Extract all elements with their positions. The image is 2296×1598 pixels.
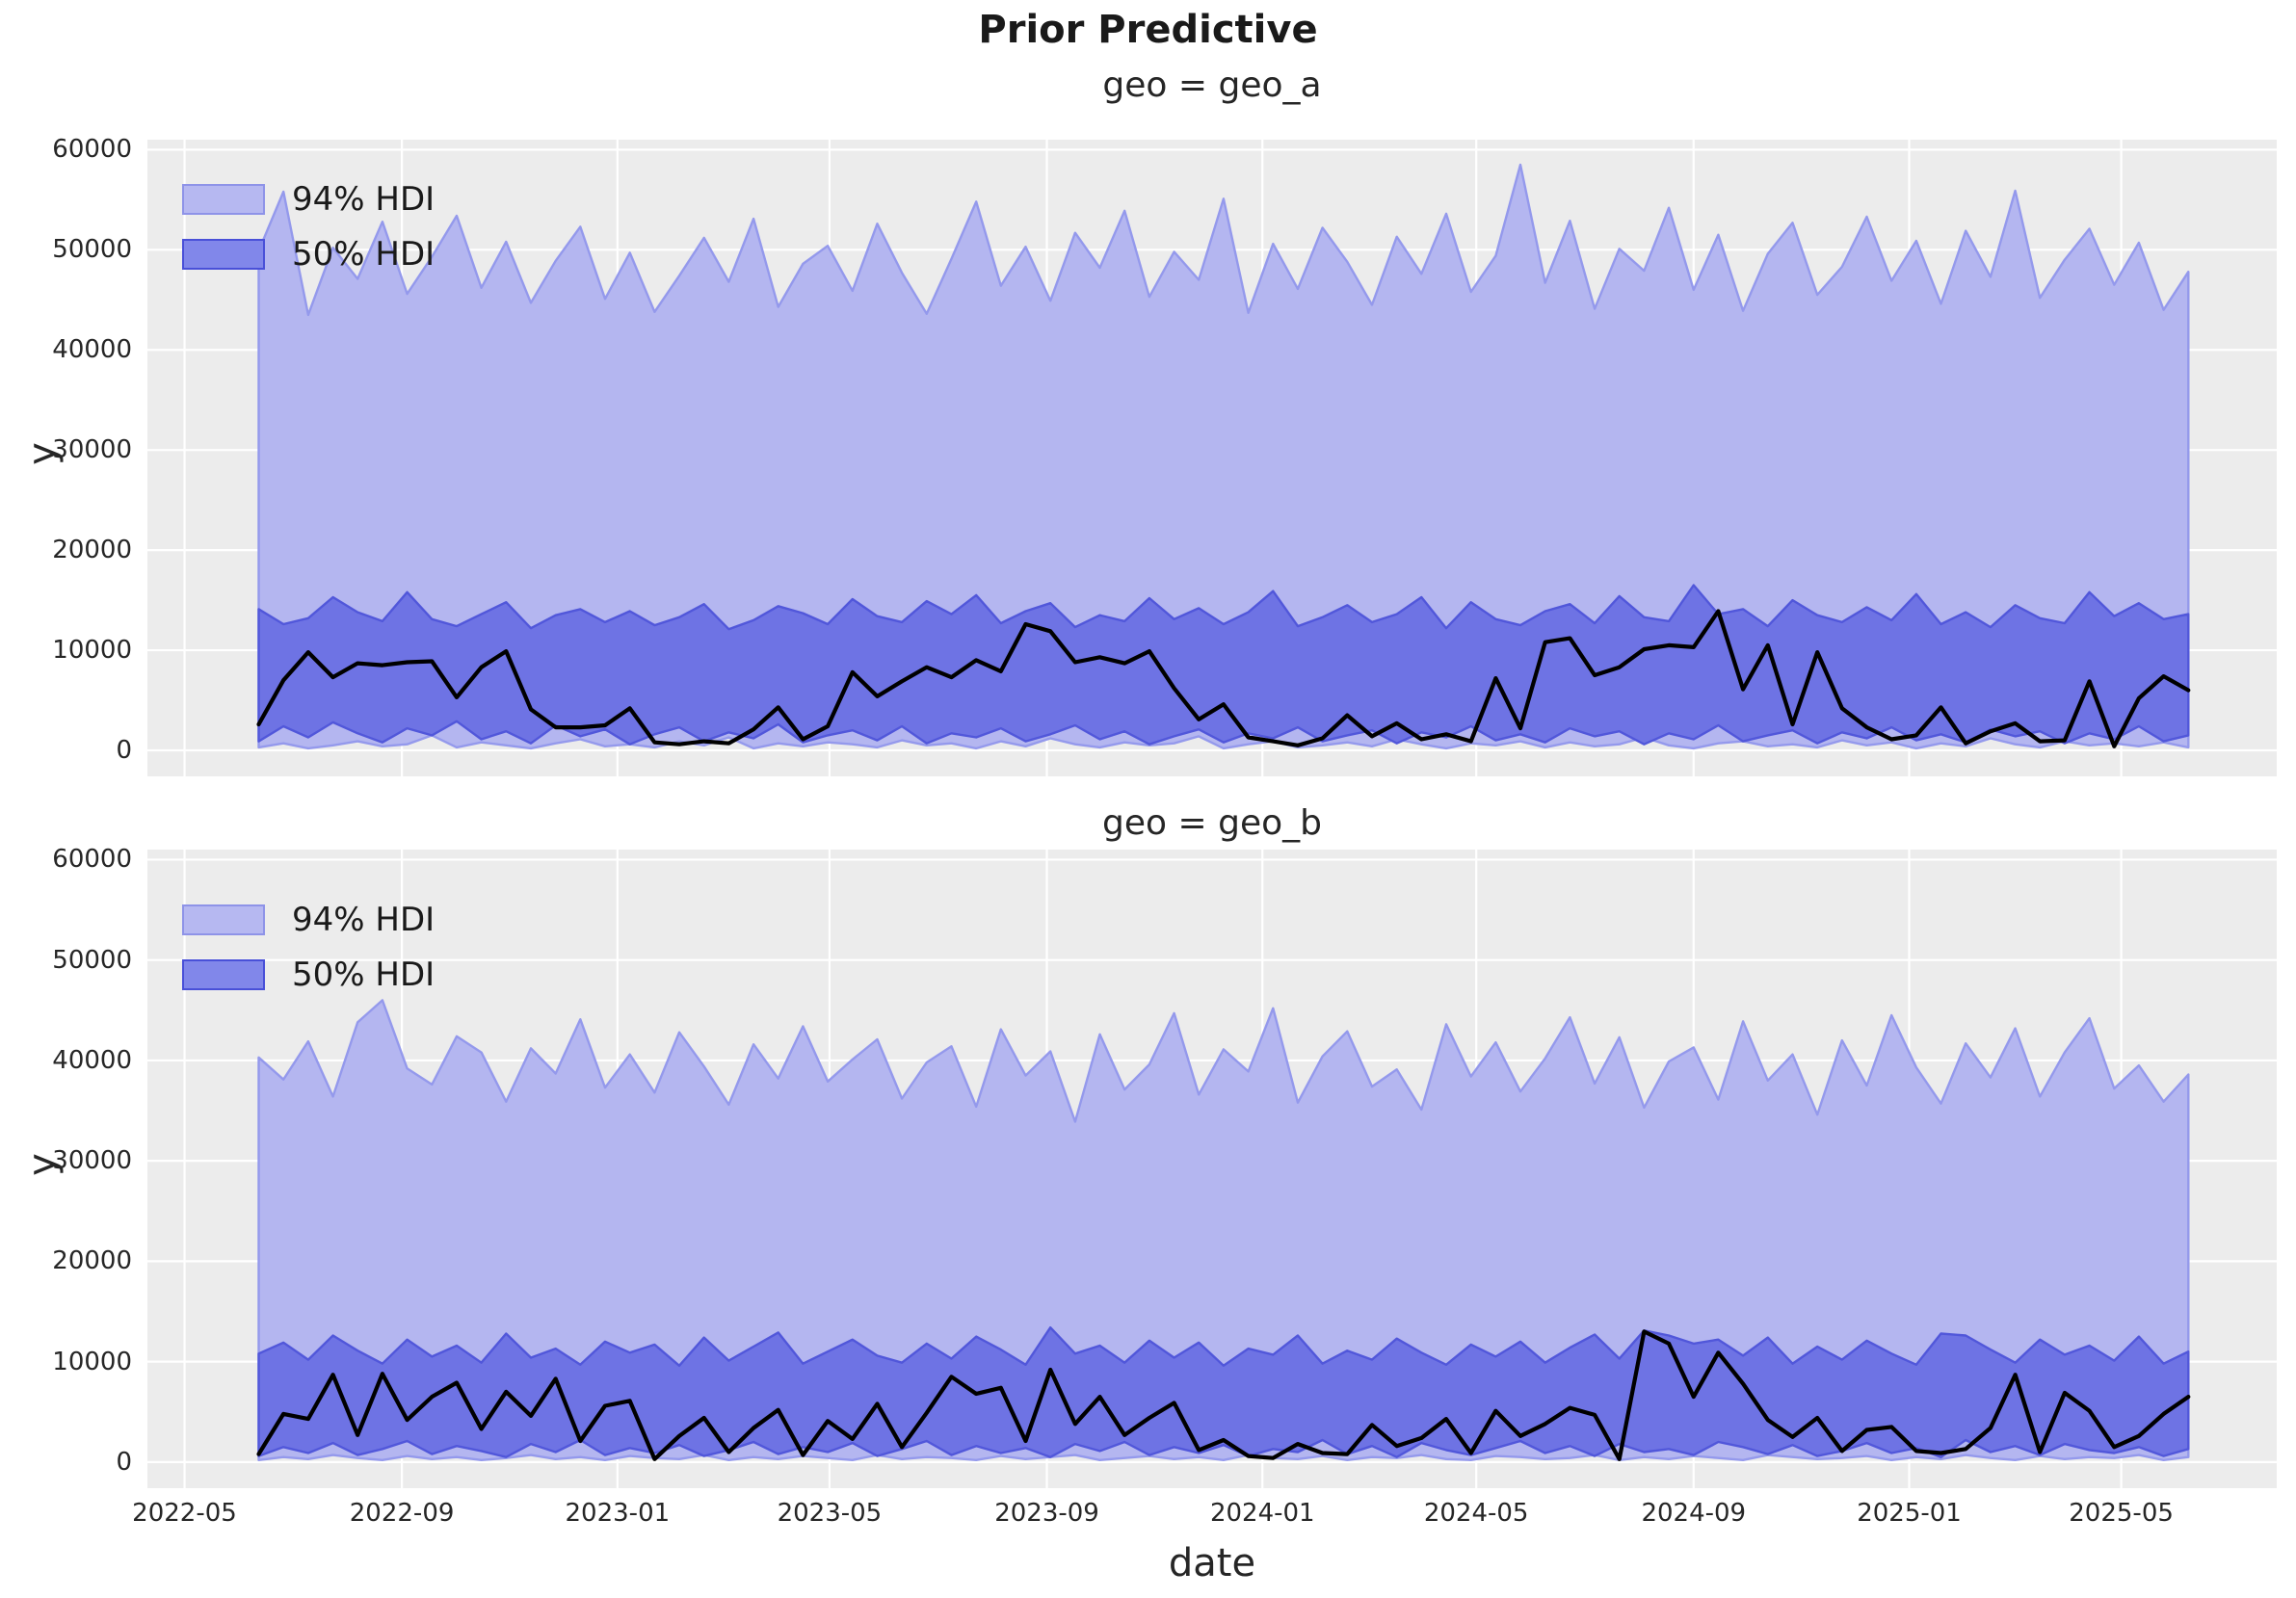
legend-row: 94% HDI xyxy=(182,892,435,947)
legend-label: 94% HDI xyxy=(292,900,435,939)
x-axis-label: date xyxy=(1168,1541,1256,1585)
legend-label: 50% HDI xyxy=(292,955,435,994)
legend-row: 50% HDI xyxy=(182,226,435,281)
x-tick-label: 2022-09 xyxy=(349,1499,455,1528)
x-tick-label: 2023-01 xyxy=(565,1499,671,1528)
x-tick-label: 2024-01 xyxy=(1209,1499,1315,1528)
x-tick-label: 2025-01 xyxy=(1857,1499,1962,1528)
x-tick-label: 2022-05 xyxy=(132,1499,237,1528)
y-tick-label: 20000 xyxy=(52,1246,132,1276)
figure-title: Prior Predictive xyxy=(978,8,1318,52)
plot-area-geo-b xyxy=(147,850,2277,1488)
y-tick-label: 40000 xyxy=(52,1045,132,1075)
y-tick-label: 50000 xyxy=(52,235,132,265)
observed-line xyxy=(256,1329,2191,1461)
x-tick-label: 2024-05 xyxy=(1423,1499,1529,1528)
legend-row: 50% HDI xyxy=(182,947,435,1002)
y-tick-label: 40000 xyxy=(52,335,132,365)
y-tick-label: 20000 xyxy=(52,536,132,565)
x-tick-label: 2025-05 xyxy=(2069,1499,2174,1528)
y-tick-label: 0 xyxy=(116,735,132,765)
legend-swatch xyxy=(182,183,265,215)
y-tick-label: 30000 xyxy=(52,1146,132,1176)
hdi50-band xyxy=(257,1326,2190,1458)
legend-swatch xyxy=(182,238,265,270)
facet-chart xyxy=(147,140,2277,776)
legend-swatch xyxy=(182,904,265,935)
legend-label: 94% HDI xyxy=(292,179,435,219)
hdi50-band xyxy=(257,584,2190,746)
legend-geo-b: 94% HDI 50% HDI xyxy=(182,892,435,1002)
legend-row: 94% HDI xyxy=(182,171,435,226)
legend-geo-a: 94% HDI 50% HDI xyxy=(182,171,435,281)
y-tick-label: 30000 xyxy=(52,435,132,465)
y-tick-label: 10000 xyxy=(52,636,132,666)
plot-area-geo-a xyxy=(147,140,2277,776)
facet-title-geo-a: geo = geo_a xyxy=(1102,65,1322,105)
x-tick-label: 2024-09 xyxy=(1641,1499,1747,1528)
y-tick-label: 60000 xyxy=(52,135,132,165)
legend-label: 50% HDI xyxy=(292,234,435,274)
y-tick-label: 0 xyxy=(116,1447,132,1477)
legend-swatch xyxy=(182,958,265,990)
y-tick-label: 10000 xyxy=(52,1347,132,1376)
x-tick-label: 2023-09 xyxy=(994,1499,1099,1528)
x-tick-label: 2023-05 xyxy=(777,1499,883,1528)
y-tick-label: 50000 xyxy=(52,945,132,975)
y-tick-label: 60000 xyxy=(52,845,132,875)
facet-title-geo-b: geo = geo_b xyxy=(1102,803,1322,843)
facet-chart xyxy=(147,850,2277,1488)
observed-line xyxy=(256,609,2191,748)
